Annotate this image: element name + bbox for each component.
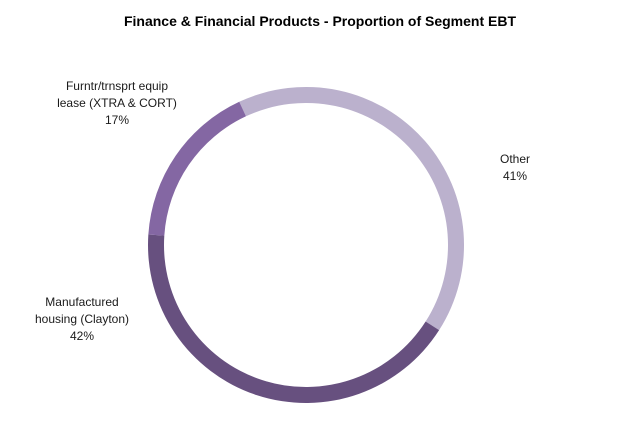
slice-name-line: housing (Clayton) bbox=[35, 312, 129, 326]
slice-name-line: Other bbox=[500, 152, 530, 166]
slice-labels: Other 41% Manufactured housing (Clayton) 42%… bbox=[35, 79, 530, 343]
donut-slice-2 bbox=[148, 101, 246, 236]
slice-label-2: Furntr/trnsprt equip lease (XTRA & CORT) 1… bbox=[57, 79, 177, 127]
slice-name-line: lease (XTRA & CORT) bbox=[57, 96, 177, 110]
slice-value-label: 17% bbox=[105, 113, 129, 127]
slice-value-label: 41% bbox=[503, 169, 527, 183]
chart-title: Finance & Financial Products - Proportio… bbox=[124, 13, 516, 29]
slice-name-line: Manufactured bbox=[45, 295, 118, 309]
donut-slice-1 bbox=[148, 234, 440, 404]
donut-slices bbox=[148, 86, 465, 404]
donut-slice-0 bbox=[239, 86, 465, 331]
slice-name-line: Furntr/trnsprt equip bbox=[66, 79, 168, 93]
slice-label-1: Manufactured housing (Clayton) 42% bbox=[35, 295, 129, 343]
slice-value-label: 42% bbox=[70, 329, 94, 343]
slice-label-0: Other 41% bbox=[500, 152, 530, 183]
